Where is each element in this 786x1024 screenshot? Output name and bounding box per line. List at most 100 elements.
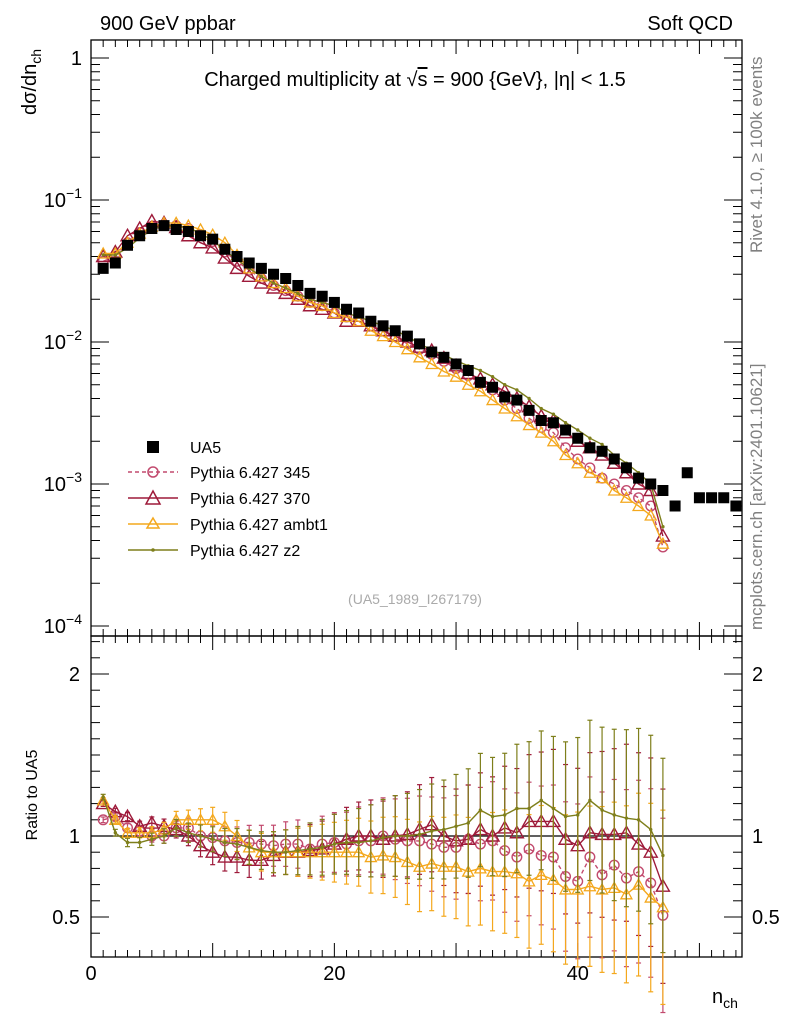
main-point-ambt1: [583, 465, 597, 478]
main-point-z2: [478, 368, 483, 373]
ratio-point-z2: [369, 839, 373, 843]
main-point-data: [645, 478, 657, 490]
ratio-point-s370: [119, 808, 136, 823]
legend-marker-z2: [151, 548, 155, 552]
mcplots-label: mcplots.cern.ch [arXiv:2401.10621]: [747, 364, 766, 630]
rivet-version-label: Rivet 4.1.0, ≥ 100k events: [747, 57, 766, 253]
ratio-point-s370: [217, 849, 233, 863]
main-point-data: [316, 290, 328, 302]
ratio-point-z2: [539, 798, 543, 803]
legend-label-370: Pythia 6.427 370: [190, 491, 310, 508]
main-point-data: [547, 417, 559, 429]
x-axis-label-text: n: [712, 986, 723, 1008]
main-point-ambt1: [546, 434, 560, 447]
main-point-data: [730, 500, 742, 512]
main-series-data: [97, 220, 742, 512]
main-point-z2: [515, 388, 519, 392]
main-point-z2: [503, 383, 507, 387]
ratio-point-s370: [241, 852, 257, 866]
legend-marker-ua5: [147, 441, 159, 453]
ratio-point-z2: [515, 806, 519, 811]
ratio-point-z2: [478, 808, 483, 812]
main-point-data: [706, 492, 718, 504]
main-point-data: [669, 500, 681, 512]
ratio-y-tick-label: 1: [69, 826, 80, 848]
header-category-label: Soft QCD: [647, 13, 733, 35]
main-point-z2: [259, 274, 264, 279]
main-point-data: [596, 445, 608, 457]
ratio-point-ambt1: [571, 882, 585, 895]
ratio-point-z2: [466, 821, 470, 825]
ratio-point-ambt1: [595, 882, 609, 895]
ratio-point-z2: [235, 842, 239, 846]
ratio-point-z2: [454, 824, 458, 828]
ratio-point-z2: [223, 840, 227, 845]
main-point-s370: [204, 239, 221, 254]
main-point-data: [243, 257, 255, 269]
ratio-point-ambt1: [108, 812, 122, 825]
ratio-point-ambt1: [193, 812, 208, 825]
chart-title: Charged multiplicity at √s = 900 {GeV}, …: [204, 69, 626, 91]
legend-label-345: Pythia 6.427 345: [190, 465, 310, 482]
ratio-point-z2: [137, 840, 142, 845]
main-point-s370: [338, 313, 355, 327]
ratio-point-s370: [204, 844, 221, 858]
main-point-data: [438, 351, 450, 363]
main-point-s345: [620, 484, 632, 496]
ratio-point-z2: [588, 798, 592, 803]
main-point-z2: [490, 374, 495, 379]
legend-label-ua5: UA5: [190, 440, 221, 457]
legend-marker-345: [147, 466, 159, 478]
main-point-data: [231, 251, 243, 263]
x-tick-label: 40: [567, 963, 589, 985]
main-point-z2: [283, 286, 288, 290]
main-point-ambt1: [266, 276, 281, 289]
main-point-ambt1: [473, 384, 487, 397]
legend-marker-370: [144, 489, 162, 505]
main-point-ambt1: [437, 364, 451, 377]
ratio-point-z2: [503, 813, 507, 817]
main-point-data: [657, 484, 669, 496]
main-point-data: [523, 404, 535, 416]
ratio-point-z2: [296, 848, 300, 853]
ratio-point-ambt1: [583, 879, 597, 892]
main-point-z2: [296, 291, 300, 296]
ratio-point-ambt1: [510, 866, 524, 879]
main-point-data: [377, 320, 389, 332]
main-point-data: [487, 381, 499, 393]
ratio-point-ambt1: [558, 882, 573, 895]
main-point-data: [328, 296, 340, 308]
main-y-tick-label: 10−1: [44, 185, 82, 212]
main-point-ambt1: [607, 483, 621, 496]
main-y-axis-label: dσ/dnch: [19, 49, 44, 115]
ratio-y-tick-label: 0.5: [52, 907, 80, 929]
main-point-ambt1: [534, 425, 548, 438]
main-point-ambt1: [558, 448, 573, 461]
main-point-ambt1: [449, 369, 463, 382]
legend: UA5 Pythia 6.427 345 Pythia 6.427 370 Py…: [128, 440, 328, 560]
ratio-point-z2: [357, 840, 361, 845]
ratio-y-tick-label-right: 1: [752, 826, 763, 848]
main-point-ambt1: [510, 409, 524, 422]
main-point-ambt1: [485, 393, 500, 406]
main-point-data: [280, 273, 292, 285]
main-point-ambt1: [619, 490, 634, 503]
ratio-point-s370: [95, 795, 111, 810]
chart-title-suffix: = 900 {GeV}, |η| < 1.5: [427, 69, 625, 91]
main-point-ambt1: [461, 377, 475, 390]
main-point-data: [268, 268, 280, 280]
main-point-s345: [560, 442, 572, 454]
ratio-point-z2: [636, 818, 641, 822]
main-point-data: [353, 307, 365, 319]
ratio-point-z2: [490, 814, 495, 819]
legend-label-z2: Pythia 6.427 z2: [190, 543, 300, 560]
main-point-data: [97, 262, 109, 274]
ratio-point-z2: [210, 837, 215, 841]
ratio-y-axis-label: Ratio to UA5: [24, 750, 41, 841]
main-point-data: [560, 424, 572, 436]
main-point-data: [681, 467, 693, 479]
main-point-data: [389, 325, 401, 337]
main-point-data: [146, 222, 158, 234]
ratio-point-z2: [162, 834, 166, 838]
main-y-axis-label-sub: ch: [28, 49, 44, 64]
